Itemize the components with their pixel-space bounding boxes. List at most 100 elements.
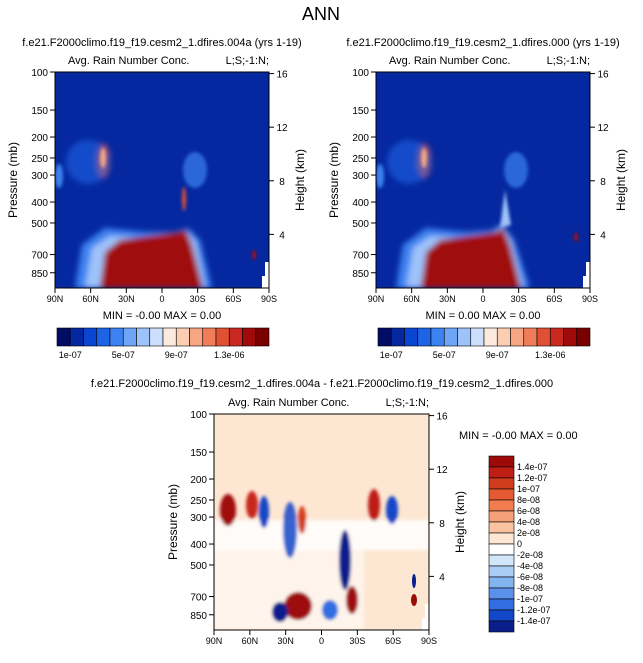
colorbar-label: -8e-08 — [517, 583, 543, 593]
colorbar-swatch — [488, 466, 515, 479]
panel-1-ylabel: Pressure (mb) — [327, 142, 341, 218]
field-jet-core-inner — [421, 148, 427, 168]
x-tick-label: 30N — [277, 636, 294, 646]
colorbar-swatch — [56, 327, 71, 347]
panel-1-subtitle-left: Avg. Rain Number Conc. — [389, 55, 510, 67]
colorbar-swatch — [470, 327, 485, 347]
y2-tick-label: 16 — [276, 70, 288, 81]
y-tick-label: 500 — [31, 219, 48, 230]
colorbar-label: 1.2e-07 — [517, 473, 548, 483]
colorbar-swatch — [457, 327, 472, 347]
y-tick-label: 200 — [31, 133, 48, 144]
field-pattern-equator-red — [346, 586, 358, 614]
y-tick-label: 700 — [190, 593, 207, 604]
y2-tick-label: 16 — [597, 70, 609, 81]
colorbar-label: 6e-08 — [517, 506, 540, 516]
colorbar-swatch — [488, 587, 515, 600]
field-red-core — [421, 228, 521, 288]
colorbar-swatch — [377, 327, 392, 347]
colorbar-swatch — [202, 327, 217, 347]
colorbar-label: 9e-07 — [165, 350, 188, 360]
colorbar-label: 1.3e-06 — [535, 350, 566, 360]
colorbar-label: 5e-07 — [112, 350, 135, 360]
colorbar-label: 8e-08 — [517, 495, 540, 505]
y-tick-label: 300 — [31, 171, 48, 182]
colorbar-swatch — [483, 327, 498, 347]
field-pattern-25n — [283, 502, 297, 558]
colorbar-label: -6e-08 — [517, 572, 543, 582]
colorbar-swatch — [488, 565, 515, 578]
colorbar-label: -1.4e-07 — [517, 616, 551, 626]
x-tick-label: 60N — [242, 636, 259, 646]
panel-0-ylabel: Pressure (mb) — [6, 142, 20, 218]
colorbar-label: 4e-08 — [517, 517, 540, 527]
y2-tick-label: 8 — [600, 177, 606, 188]
panel-0-field — [55, 72, 269, 288]
panel-2-ylabel: Pressure (mb) — [166, 484, 180, 560]
y-tick-label: 400 — [31, 198, 48, 209]
colorbar-swatch — [536, 327, 551, 347]
x-tick-label: 90N — [47, 294, 64, 304]
colorbar-swatch — [510, 327, 525, 347]
panel-2-field — [214, 414, 429, 630]
colorbar-swatch — [488, 576, 515, 589]
y2-tick-label: 12 — [597, 123, 609, 134]
field-spot-80s — [252, 250, 256, 260]
colorbar-swatch — [488, 532, 515, 545]
x-tick-label: 60S — [225, 294, 241, 304]
field-pattern-45s — [386, 496, 398, 524]
field-band-upper — [66, 140, 110, 184]
x-tick-label: 90N — [206, 636, 223, 646]
y2-tick-label: 4 — [439, 572, 445, 583]
colorbar-swatch — [149, 327, 164, 347]
field-band-upper — [387, 140, 431, 184]
panel-0-colorbar: 1e-07 5e-07 9e-07 1.3e-06 — [56, 327, 270, 360]
panel-1: f.e21.F2000climo.f19_f19.cesm2_1.dfires.… — [327, 37, 628, 322]
y-tick-label: 250 — [352, 154, 369, 165]
field-band-30s — [504, 152, 528, 188]
field-pattern-lower-nh-blue — [272, 602, 288, 622]
y-tick-label: 150 — [190, 448, 207, 459]
panel-1-colorbar: 1e-07 5e-07 9e-07 1.3e-06 — [377, 327, 591, 360]
colorbar-swatch — [488, 620, 515, 633]
x-tick-label: 60N — [403, 294, 420, 304]
colorbar-swatch — [69, 327, 84, 347]
field-pattern-50n — [246, 491, 258, 519]
colorbar-label: -2e-08 — [517, 550, 543, 560]
colorbar-swatch — [488, 554, 515, 567]
field-spot-upper-left — [376, 164, 384, 188]
field-white-mask — [262, 262, 269, 288]
colorbar-label: 1e-07 — [59, 350, 82, 360]
panel-1-title: f.e21.F2000climo.f19_f19.cesm2_1.dfires.… — [346, 37, 619, 49]
y-tick-label: 150 — [31, 106, 48, 117]
y-tick-label: 700 — [352, 251, 369, 262]
y2-tick-label: 4 — [600, 230, 606, 241]
colorbar-swatch — [417, 327, 432, 347]
colorbar-label: 5e-07 — [433, 350, 456, 360]
y-tick-label: 400 — [352, 198, 369, 209]
panel-0-subtitle-right: L;S;-1:N; — [226, 55, 269, 67]
field-pattern-15n — [298, 506, 306, 534]
panel-1-minmax: MIN = 0.00 MAX = 0.00 — [426, 310, 541, 322]
colorbar-swatch — [488, 543, 515, 556]
colorbar-swatch — [136, 327, 151, 347]
colorbar-swatch — [189, 327, 204, 347]
colorbar-swatch — [109, 327, 124, 347]
panel-0-title: f.e21.F2000climo.f19_f19.cesm2_1.dfires.… — [22, 37, 301, 49]
colorbar-label: -4e-08 — [517, 561, 543, 571]
field-spot-80s — [574, 232, 578, 242]
x-tick-label: 30S — [349, 636, 365, 646]
y-tick-label: 250 — [190, 496, 207, 507]
y-tick-label: 150 — [352, 106, 369, 117]
y-tick-label: 200 — [352, 133, 369, 144]
x-tick-label: 30S — [511, 294, 527, 304]
y-tick-label: 100 — [31, 68, 48, 79]
y-tick-label: 100 — [352, 68, 369, 79]
x-tick-label: 60N — [82, 294, 99, 304]
x-tick-label: 0 — [319, 636, 324, 646]
x-tick-label: 90S — [421, 636, 437, 646]
y-tick-label: 500 — [190, 561, 207, 572]
y-tick-label: 300 — [190, 513, 207, 524]
colorbar-label: 1.3e-06 — [214, 350, 245, 360]
